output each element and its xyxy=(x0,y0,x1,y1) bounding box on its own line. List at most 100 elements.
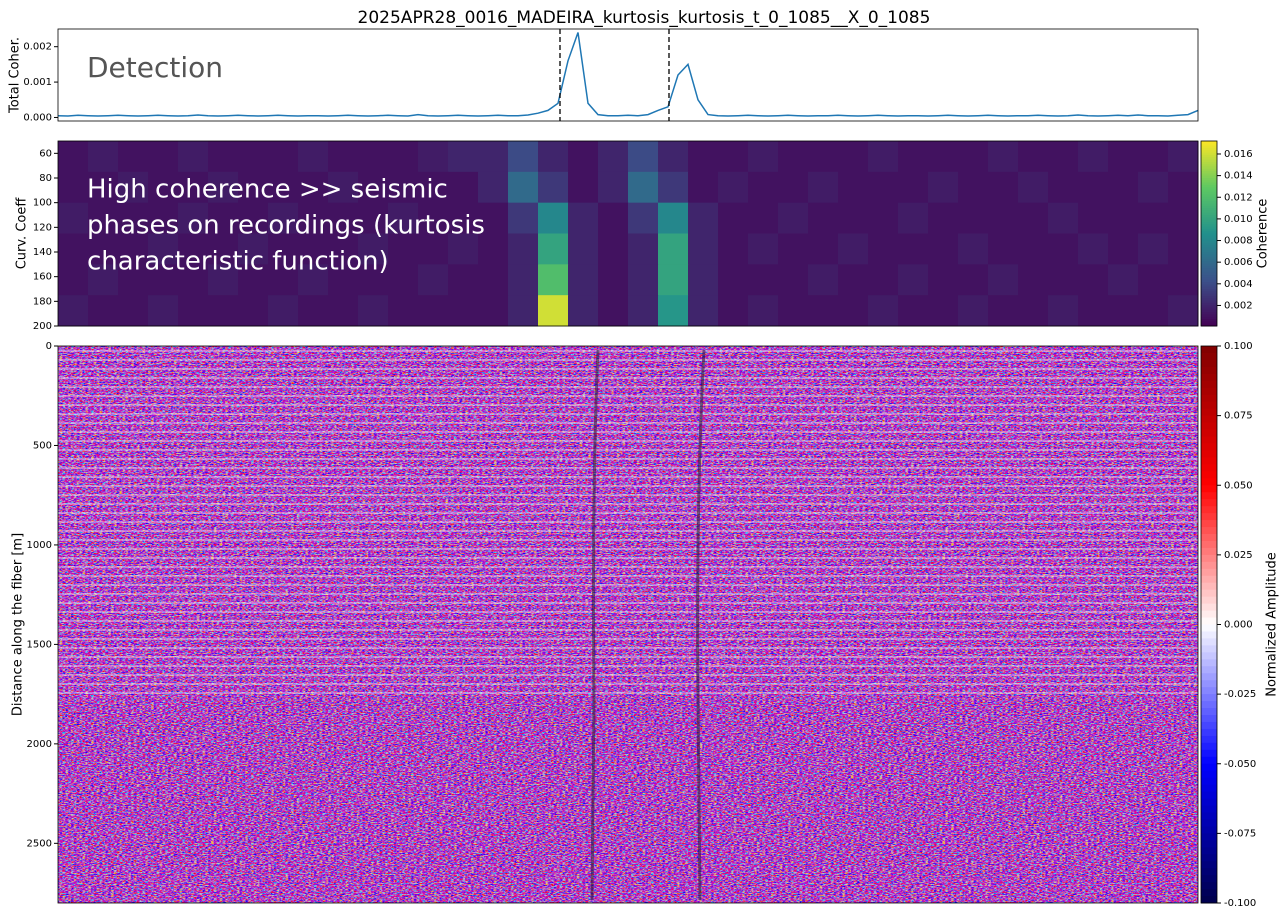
white-band xyxy=(58,665,1198,667)
colorbar-gradient xyxy=(1201,147,1217,151)
y-tick-label: 1500 xyxy=(27,639,52,650)
y-tick-label: 0 xyxy=(46,341,52,352)
colorbar-gradient xyxy=(1201,215,1217,218)
white-band xyxy=(58,647,1198,649)
heatmap-cell xyxy=(178,295,209,327)
colorbar-gradient xyxy=(1201,492,1217,500)
colorbar-gradient xyxy=(1201,166,1217,170)
colorbar-gradient xyxy=(1201,701,1217,709)
heatmap-cell xyxy=(328,141,359,173)
heatmap-cell xyxy=(358,202,389,234)
colorbar-gradient xyxy=(1201,742,1217,751)
heatmap-cell xyxy=(1138,202,1169,234)
heatmap-cell xyxy=(118,202,149,234)
colorbar-gradient xyxy=(1201,240,1217,244)
heatmap-cell xyxy=(568,171,599,204)
colorbar-gradient xyxy=(1201,889,1217,897)
colorbar-gradient xyxy=(1201,145,1217,149)
white-band xyxy=(58,431,1198,433)
colorbar-gradient xyxy=(1201,520,1217,528)
y-tick-label: 2000 xyxy=(27,739,52,750)
heatmap-cell xyxy=(1168,202,1199,234)
colorbar-gradient xyxy=(1201,284,1217,288)
white-band xyxy=(58,656,1198,658)
heatmap-cell xyxy=(88,171,119,204)
heatmap-cell xyxy=(118,233,149,265)
heatmap-cell xyxy=(1168,141,1199,173)
heatmap-cell xyxy=(1018,233,1049,265)
colorbar-gradient xyxy=(1201,366,1217,375)
heatmap-cell xyxy=(598,171,629,204)
heatmap-cell xyxy=(58,171,89,204)
heatmap-cell xyxy=(838,202,869,234)
colorbar-gradient xyxy=(1201,319,1217,322)
heatmap-cell xyxy=(868,233,899,265)
colorbar-gradient xyxy=(1201,316,1217,320)
heatmap-cell xyxy=(298,171,329,204)
white-band xyxy=(58,485,1198,487)
heatmap-cell xyxy=(838,264,869,296)
colorbar-gradient xyxy=(1201,708,1217,716)
colorbar-tick-label: -0.050 xyxy=(1224,759,1256,770)
white-band xyxy=(58,503,1198,505)
white-band xyxy=(58,638,1198,640)
heatmap-cell xyxy=(718,233,749,265)
heatmap-cell xyxy=(238,295,269,327)
heatmap-cell xyxy=(118,295,149,327)
heatmap-cell xyxy=(988,202,1019,234)
noise-texture xyxy=(58,346,1198,903)
axes-frame xyxy=(57,28,1199,122)
heatmap-cell xyxy=(628,141,659,173)
coherence-line xyxy=(57,32,1199,117)
heatmap-cell xyxy=(928,202,959,234)
heatmap-cell xyxy=(208,141,239,173)
colorbar-gradient xyxy=(1201,875,1217,883)
colorbar-gradient xyxy=(1201,868,1217,876)
colorbar-gradient xyxy=(1201,249,1217,253)
colorbar-gradient xyxy=(1201,312,1217,315)
y-axis-label: Distance along the fiber [m] xyxy=(11,533,26,716)
colorbar-gradient xyxy=(1201,380,1217,389)
colorbar-gradient xyxy=(1201,575,1217,584)
colorbar-gradient xyxy=(1201,721,1217,730)
heatmap-cell xyxy=(268,233,299,265)
heatmap-cell xyxy=(898,202,929,234)
colorbar-gradient xyxy=(1201,464,1217,472)
heatmap-cell xyxy=(688,295,719,327)
heatmap-cell xyxy=(478,202,509,234)
colorbar-gradient xyxy=(1201,735,1217,744)
heatmap-cell xyxy=(418,233,449,265)
heatmap-cell xyxy=(388,264,419,296)
heatmap-cell xyxy=(388,202,419,234)
colorbar-gradient xyxy=(1201,847,1217,855)
heatmap-cell xyxy=(418,202,449,234)
colorbar-gradient xyxy=(1201,314,1217,318)
heatmap-cell xyxy=(1018,295,1049,327)
arrival-trace xyxy=(590,349,600,901)
heatmap-cell xyxy=(448,202,479,234)
white-band xyxy=(58,368,1198,370)
colorbar-gradient xyxy=(1201,270,1217,274)
heatmap-cell xyxy=(988,171,1019,204)
colorbar-gradient xyxy=(1201,680,1217,688)
colorbar-gradient xyxy=(1201,161,1217,165)
white-band xyxy=(58,566,1198,568)
annotation: phases on recordings (kurtosis xyxy=(87,211,485,241)
heatmap-cell xyxy=(988,264,1019,296)
heatmap-cell xyxy=(178,264,209,296)
colorbar-tick-label: -0.075 xyxy=(1224,828,1256,839)
y-tick-label: 0.001 xyxy=(23,77,52,88)
colorbar-tick-label: 0.025 xyxy=(1224,550,1253,561)
white-band xyxy=(58,611,1198,613)
heatmap-cell xyxy=(598,141,629,173)
colorbar-gradient xyxy=(1201,289,1217,292)
colorbar-gradient xyxy=(1201,203,1217,207)
colorbar-gradient xyxy=(1201,293,1217,297)
heatmap-cell xyxy=(1108,171,1139,204)
heatmap-cell xyxy=(658,264,689,296)
heatmap-cell xyxy=(268,295,299,327)
colorbar-gradient xyxy=(1201,756,1217,765)
heatmap-cell xyxy=(238,233,269,265)
white-band xyxy=(58,602,1198,604)
heatmap-cell xyxy=(1048,141,1079,173)
